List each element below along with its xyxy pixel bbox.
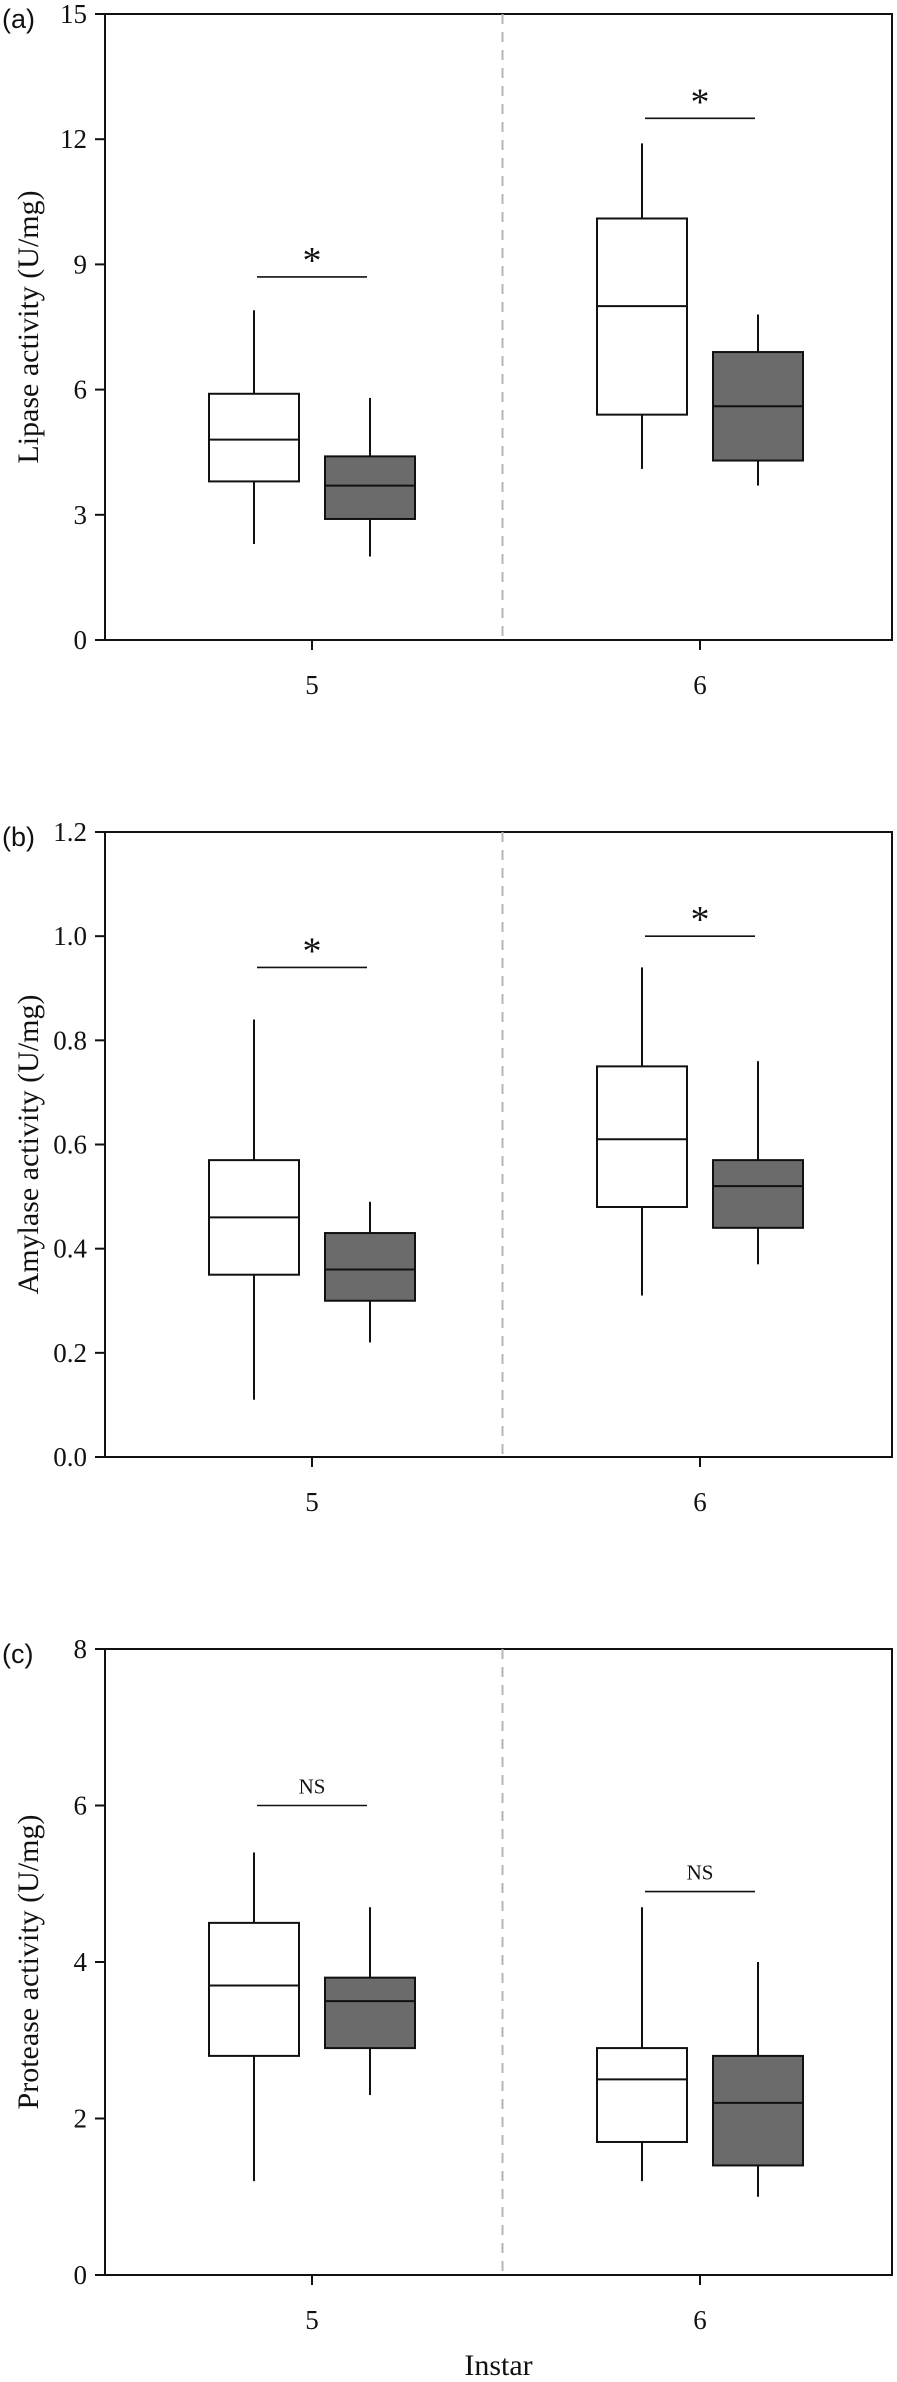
x-tick-label: 5 [305, 670, 319, 700]
y-tick-label: 6 [74, 1791, 88, 1821]
box-grey-instar-5 [324, 1201, 416, 1343]
y-axis-title: Protease activity (U/mg) [12, 1815, 45, 2110]
box-iqr [324, 455, 416, 520]
y-tick-label: 6 [74, 375, 88, 405]
y-tick-label: 8 [74, 1634, 88, 1664]
box-white-instar-5 [208, 1019, 300, 1400]
x-tick-label: 5 [305, 1487, 319, 1517]
box-grey-instar-6 [712, 314, 804, 486]
box-iqr [596, 2047, 688, 2143]
y-tick-label: 0.4 [53, 1234, 87, 1264]
x-axis-title: Instar [464, 2349, 532, 2382]
y-tick-label: 0.8 [53, 1025, 87, 1055]
y-tick-label: 0.0 [53, 1442, 87, 1472]
box-iqr [712, 2054, 804, 2167]
box-white-instar-6 [596, 967, 688, 1296]
y-tick-label: 15 [60, 0, 87, 29]
panel-label: (b) [2, 822, 35, 852]
box-white-instar-5 [208, 1852, 300, 2182]
box-white-instar-5 [208, 310, 300, 545]
x-tick-label: 6 [693, 2305, 707, 2335]
y-tick-label: 1.0 [53, 921, 87, 951]
box-grey-instar-6 [712, 1061, 804, 1265]
box-iqr [324, 1976, 416, 2050]
y-tick-label: 0 [74, 625, 88, 655]
box-grey-instar-5 [324, 397, 416, 557]
box-iqr [324, 1232, 416, 1302]
y-tick-label: 0.2 [53, 1338, 87, 1368]
significance-label: * [691, 81, 710, 123]
panel-label: (a) [2, 4, 35, 34]
x-tick-label: 6 [693, 670, 707, 700]
y-tick-label: 12 [60, 124, 87, 154]
box-iqr [596, 1065, 688, 1208]
y-axis-title: Lipase activity (U/mg) [12, 190, 45, 463]
y-tick-label: 0.6 [53, 1130, 87, 1160]
chart-panel-c: (c) 0 2 4 6 8 5 6 Protease activity (U/mg) Instar… [2, 1634, 893, 2382]
box-iqr [596, 217, 688, 416]
panel-label: (c) [2, 1639, 33, 1669]
x-tick-label: 5 [305, 2305, 319, 2335]
box-white-instar-6 [596, 143, 688, 469]
y-tick-label: 0 [74, 2260, 88, 2290]
y-tick-label: 4 [74, 1947, 88, 1977]
significance-label: * [303, 930, 322, 972]
box-grey-instar-6 [712, 1962, 804, 2197]
box-iqr [208, 1921, 300, 2057]
significance-label: NS [687, 1861, 714, 1885]
box-iqr [712, 1159, 804, 1229]
chart-panel-a: (a) 0 3 6 9 12 15 5 6 Lipase activity (U/mg) * * [2, 0, 893, 700]
box-iqr [208, 392, 300, 483]
plot-frame [104, 831, 893, 1458]
significance-label: * [691, 899, 710, 941]
box-grey-instar-5 [324, 1907, 416, 2096]
y-tick-label: 2 [74, 2104, 88, 2134]
significance-label: * [303, 240, 322, 282]
y-tick-label: 9 [74, 249, 88, 279]
y-tick-label: 3 [74, 500, 88, 530]
box-white-instar-6 [596, 1907, 688, 2182]
y-axis-title: Amylase activity (U/mg) [12, 995, 45, 1295]
plot-frame [104, 13, 893, 641]
x-tick-label: 6 [693, 1487, 707, 1517]
chart-panel-b: (b) 0.0 0.2 0.4 0.6 0.8 1.0 1.2 5 6 Amylase activi… [2, 817, 893, 1517]
y-tick-label: 1.2 [53, 817, 87, 847]
significance-label: NS [299, 1775, 326, 1799]
